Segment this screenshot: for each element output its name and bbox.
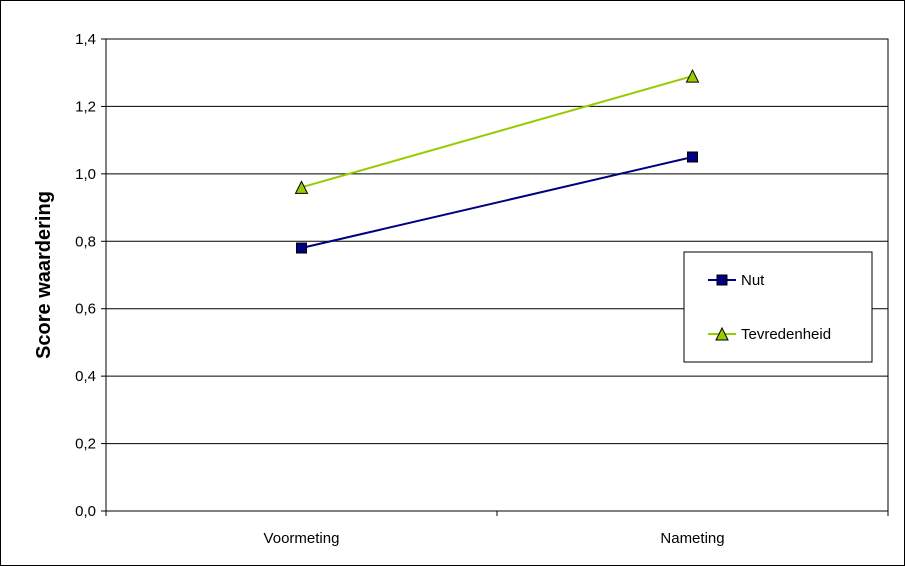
legend: Nut Tevredenheid xyxy=(683,251,873,363)
y-tick-label: 1,4 xyxy=(75,31,96,48)
y-tick-label: 0,4 xyxy=(75,368,96,385)
data-point-tevredenheid xyxy=(685,68,700,83)
legend-label-nut: Nut xyxy=(741,272,765,289)
gridlines xyxy=(106,38,888,445)
y-tick-label: 0,8 xyxy=(75,233,96,250)
y-tick-label: 1,0 xyxy=(75,166,96,183)
series-nut xyxy=(296,151,698,254)
series-tevredenheid xyxy=(294,68,700,194)
y-axis: 0,0 0,2 0,4 0,6 0,8 1,0 1,2 1,4 xyxy=(75,31,106,520)
y-tick-label: 0,0 xyxy=(75,503,96,520)
x-axis: Voormeting Nameting xyxy=(105,511,889,547)
x-tick-label: Nameting xyxy=(660,530,724,547)
y-tick-label: 0,2 xyxy=(75,436,96,453)
legend-box xyxy=(683,251,873,363)
series-line-nut xyxy=(301,156,693,250)
y-tick-label: 1,2 xyxy=(75,98,96,115)
data-point-nut xyxy=(296,242,307,254)
y-axis-title: Score waardering xyxy=(33,191,55,359)
y-tick-label: 0,6 xyxy=(75,301,96,318)
data-point-tevredenheid xyxy=(294,180,309,194)
legend-label-tevredenheid: Tevredenheid xyxy=(741,326,831,343)
series-line-tevredenheid xyxy=(301,75,693,189)
data-point-nut xyxy=(687,151,698,163)
x-tick-label: Voormeting xyxy=(264,530,340,547)
legend-marker-nut xyxy=(716,274,728,286)
series-layer xyxy=(294,68,700,254)
legend-marker-tevredenheid xyxy=(715,326,729,341)
